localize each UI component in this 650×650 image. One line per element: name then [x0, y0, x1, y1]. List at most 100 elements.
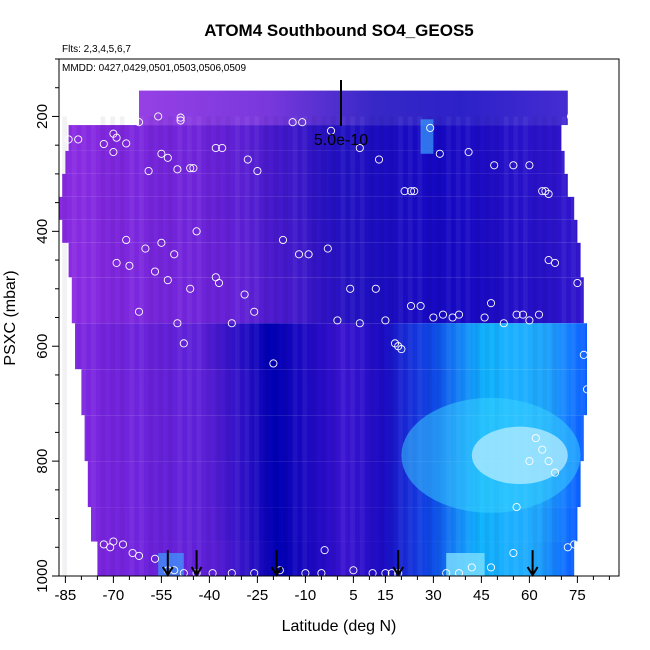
field-band — [62, 173, 568, 197]
obs-point — [214, 278, 224, 288]
obs-point — [406, 187, 416, 196]
field-stripe — [283, 116, 288, 576]
obs-point — [381, 316, 390, 325]
field-band — [91, 507, 578, 542]
obs-point — [435, 149, 444, 158]
obs-point — [544, 457, 553, 466]
obs-point — [374, 155, 384, 164]
field-stripe — [350, 116, 355, 576]
x-tick-label: 5 — [349, 587, 357, 604]
field-stripe — [379, 116, 384, 576]
obs-point — [250, 569, 259, 578]
obs-point — [525, 161, 534, 170]
field-stripe — [235, 116, 240, 576]
obs-point — [163, 276, 172, 285]
obs-point — [99, 139, 108, 149]
field-stripe — [187, 116, 192, 576]
obs-point — [512, 310, 521, 319]
obs-point — [64, 135, 73, 144]
flight-arrow-head — [392, 566, 405, 577]
field-stripe — [407, 116, 413, 576]
obs-point — [109, 537, 118, 546]
obs-point — [189, 164, 198, 173]
field-band — [71, 277, 584, 324]
obs-point — [333, 316, 342, 325]
field-stripe — [417, 116, 423, 576]
x-tick-label: 60 — [521, 587, 538, 604]
field-stripe — [388, 116, 394, 576]
field-stripe — [369, 116, 375, 576]
obs-point — [486, 299, 496, 308]
field-stripe — [71, 116, 77, 576]
field-band — [59, 196, 575, 220]
obs-point — [486, 563, 496, 572]
y-tick-label: 200 — [34, 104, 51, 129]
obs-point — [112, 258, 121, 267]
x-tick-label: 30 — [425, 587, 442, 604]
field-stripe — [244, 116, 250, 576]
obs-point — [323, 244, 332, 253]
x-tick-label: -10 — [295, 587, 317, 604]
x-tick-label: 45 — [473, 587, 490, 604]
upper-plume — [420, 119, 434, 154]
obs-point — [163, 153, 172, 162]
field-stripe — [455, 116, 461, 576]
y-tick-label: 400 — [34, 219, 51, 244]
x-axis-label: Latitude (deg N) — [282, 618, 397, 635]
obs-point — [509, 161, 518, 170]
field-stripe — [427, 116, 432, 576]
obs-point — [371, 284, 380, 293]
field-stripe — [513, 116, 519, 576]
obs-point — [304, 250, 313, 259]
obs-point — [243, 155, 252, 164]
field-stripe — [523, 116, 528, 576]
obs-point — [176, 116, 185, 125]
obs-point — [227, 569, 236, 578]
obs-point — [490, 161, 499, 170]
field-stripe — [100, 116, 106, 576]
field-stripe — [465, 116, 471, 576]
field-stripe — [292, 116, 298, 576]
obs-point — [179, 339, 188, 348]
x-axis: -85 -70 -55 -40 -25 -10 5 15 30 45 60 75 — [55, 576, 610, 604]
field-stripe — [494, 116, 499, 576]
field-stripe — [571, 116, 576, 576]
obs-point — [118, 540, 128, 549]
obs-point — [170, 250, 179, 259]
obs-point — [227, 319, 236, 328]
obs-point — [454, 569, 464, 578]
field-band — [75, 323, 587, 370]
field-stripe — [503, 116, 509, 576]
obs-point — [134, 307, 144, 316]
field-stripe — [91, 116, 96, 576]
field-stripe — [311, 116, 317, 576]
field-stripe — [263, 116, 269, 576]
obs-point — [534, 310, 544, 319]
obs-point — [250, 307, 259, 316]
obs-point — [211, 143, 220, 153]
field-stripe — [273, 116, 279, 576]
field-stripe — [302, 116, 307, 576]
scale-label: 5.0e-10 — [314, 132, 368, 149]
obs-point — [525, 457, 534, 466]
field-stripe — [475, 116, 480, 576]
obs-point — [406, 301, 416, 311]
obs-point — [518, 310, 528, 319]
obs-point — [509, 548, 518, 558]
obs-point — [355, 319, 364, 328]
field-stripe — [139, 116, 144, 576]
obs-point — [186, 164, 195, 173]
surface-plume-north — [446, 553, 485, 576]
obs-point — [278, 235, 288, 244]
x-tick-label: 75 — [569, 587, 586, 604]
y-tick-label: 600 — [34, 334, 51, 359]
obs-point — [144, 166, 153, 176]
obs-point — [134, 118, 144, 127]
obs-point — [400, 187, 409, 196]
chart-title: ATOM4 Southbound SO4_GEOS5 — [204, 21, 474, 40]
obs-point — [288, 118, 297, 127]
obs-point — [157, 238, 166, 247]
field-stripe — [167, 116, 173, 576]
flight-arrow-head — [270, 566, 283, 577]
